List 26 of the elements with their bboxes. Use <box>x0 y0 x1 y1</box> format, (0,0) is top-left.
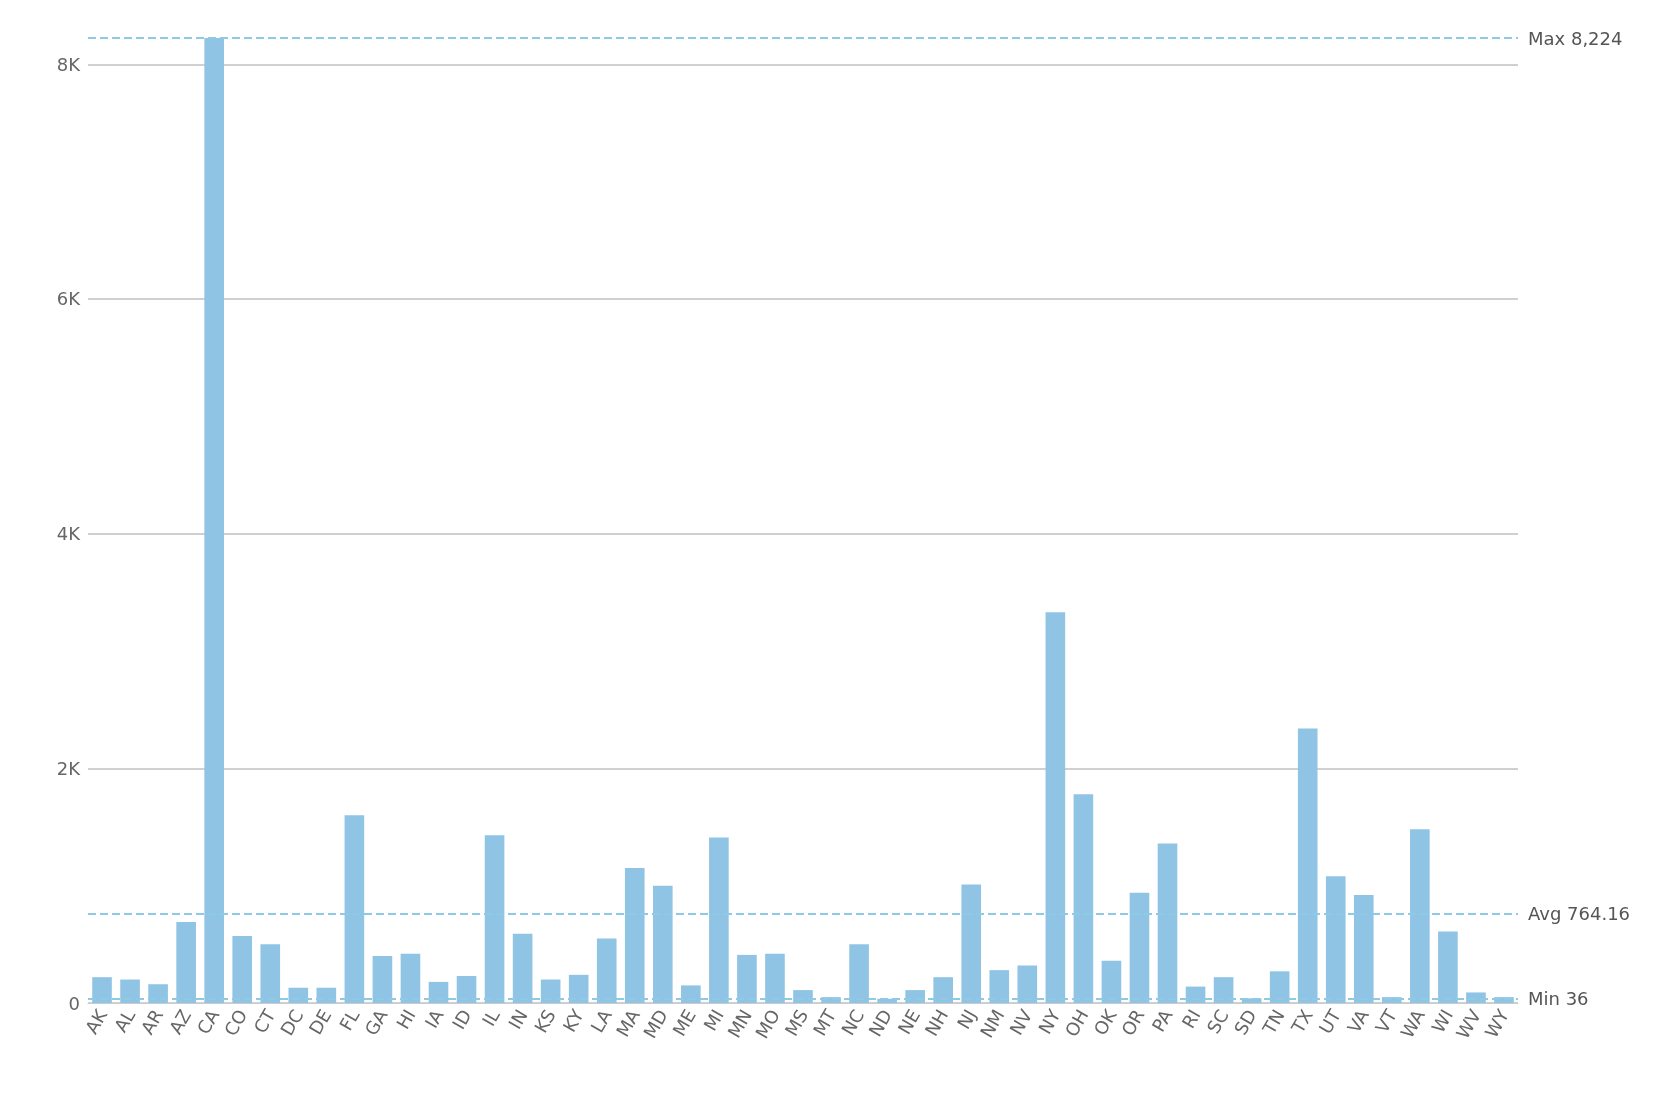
x-tick-label: MI <box>699 1005 728 1035</box>
x-tick-label: WY <box>1480 1004 1514 1042</box>
x-tick-label: KY <box>558 1004 589 1036</box>
x-tick-label: NV <box>1005 1005 1037 1039</box>
x-tick-label: PA <box>1147 1005 1177 1036</box>
x-tick-label: TX <box>1286 1005 1317 1038</box>
x-tick-label: RI <box>1177 1005 1205 1032</box>
ref-line-label: Avg 764.16 <box>1528 902 1631 924</box>
y-tick-label: 2K <box>56 757 82 779</box>
x-tick-label: KS <box>529 1005 560 1037</box>
x-tick-label: WA <box>1396 1005 1430 1042</box>
y-tick-label: 6K <box>56 288 82 310</box>
x-tick-label: NJ <box>952 1005 981 1033</box>
x-tick-label: ID <box>447 1005 476 1033</box>
y-tick-label: 0 <box>68 992 80 1014</box>
x-tick-label: WI <box>1427 1005 1457 1037</box>
ref-line-label: Min 36 <box>1528 988 1589 1010</box>
ref-line-label: Max 8,224 <box>1528 27 1623 49</box>
x-tick-label: AK <box>80 1004 112 1038</box>
x-tick-label: HI <box>391 1005 420 1033</box>
x-tick-label: IN <box>504 1005 532 1033</box>
x-tick-label: IL <box>477 1005 504 1030</box>
x-tick-label: IA <box>420 1005 448 1032</box>
x-tick-label: LA <box>586 1005 617 1036</box>
y-tick-label: 4K <box>56 523 82 545</box>
y-tick-label: 8K <box>56 53 82 75</box>
